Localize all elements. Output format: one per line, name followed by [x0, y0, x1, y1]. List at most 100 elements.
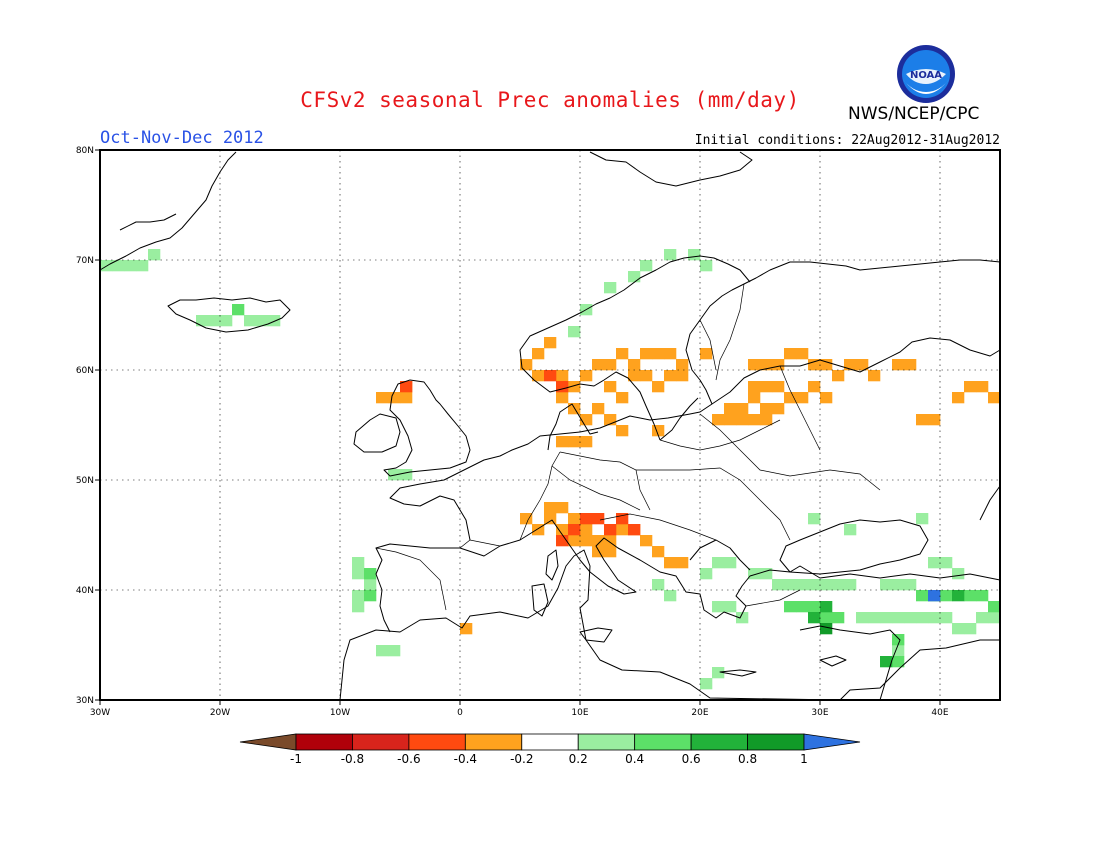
- anomaly-cell: [616, 348, 629, 360]
- anomaly-cell: [544, 337, 557, 349]
- anomaly-cell: [712, 414, 725, 426]
- anomaly-cell: [856, 359, 869, 371]
- anomaly-cell: [664, 557, 677, 569]
- anomaly-cell: [604, 524, 617, 536]
- anomaly-cell: [364, 590, 377, 602]
- colorbar-tick-label: -0.8: [341, 752, 364, 766]
- anomaly-cell: [940, 590, 953, 602]
- anomaly-cell: [676, 359, 689, 371]
- anomaly-cell: [256, 315, 269, 327]
- anomaly-cell: [940, 612, 953, 624]
- anomaly-cell: [580, 535, 593, 547]
- anomaly-cell: [892, 634, 905, 646]
- anomaly-cell: [832, 579, 845, 591]
- anomaly-cell: [904, 359, 917, 371]
- anomaly-cell: [400, 469, 413, 481]
- anomaly-cell: [796, 392, 809, 404]
- lat-tick-label: 80N: [76, 146, 94, 156]
- anomaly-cell: [928, 590, 941, 602]
- anomaly-cell: [616, 392, 629, 404]
- anomaly-cell: [388, 469, 401, 481]
- anomaly-cell: [868, 612, 881, 624]
- anomaly-cell: [784, 392, 797, 404]
- anomaly-cell: [736, 612, 749, 624]
- anomaly-cell: [952, 392, 965, 404]
- anomaly-cell: [916, 612, 929, 624]
- colorbar-legend: -1 -0.8 -0.6 -0.4 -0.2 0.2 0.4 0.6 0.8 1: [239, 733, 861, 766]
- anomaly-cell: [352, 590, 365, 602]
- anomaly-cell: [616, 524, 629, 536]
- colorbar-swatch: [577, 733, 636, 751]
- anomaly-cell: [592, 535, 605, 547]
- anomaly-cell: [892, 612, 905, 624]
- anomaly-cell: [664, 249, 677, 261]
- anomaly-cell: [556, 502, 569, 514]
- anomaly-cells: [100, 249, 1001, 690]
- colorbar-swatch: [690, 733, 748, 751]
- anomaly-cell: [544, 502, 557, 514]
- anomaly-cell: [760, 568, 773, 580]
- anomaly-cell: [892, 579, 905, 591]
- colorbar-lower-triangle: [239, 733, 297, 751]
- anomaly-cell: [580, 513, 593, 525]
- svg-text:NOAA: NOAA: [910, 70, 942, 81]
- colorbar-swatch: [295, 733, 353, 751]
- anomaly-cell: [652, 348, 665, 360]
- anomaly-cell: [580, 436, 593, 448]
- anomaly-cell: [604, 282, 617, 294]
- colorbar-upper-triangle: [803, 733, 861, 751]
- anomaly-cell: [520, 359, 533, 371]
- anomaly-cell: [268, 315, 281, 327]
- anomaly-cell: [376, 392, 389, 404]
- coastlines: [99, 151, 1001, 701]
- anomaly-cell: [748, 359, 761, 371]
- anomaly-cell: [772, 579, 785, 591]
- anomaly-cell: [760, 359, 773, 371]
- initial-conditions-label: Initial conditions: 22Aug2012-31Aug2012: [694, 133, 1000, 148]
- anomaly-cell: [712, 601, 725, 613]
- anomaly-cell: [352, 601, 365, 613]
- anomaly-cell: [676, 557, 689, 569]
- anomaly-cell: [940, 557, 953, 569]
- anomaly-cell: [844, 579, 857, 591]
- anomaly-cell: [784, 601, 797, 613]
- anomaly-cell: [592, 403, 605, 415]
- anomaly-cell: [688, 249, 701, 261]
- anomaly-cell: [892, 645, 905, 657]
- anomaly-cell: [616, 425, 629, 437]
- anomaly-cell: [244, 315, 257, 327]
- grid-lines: [100, 150, 1000, 700]
- anomaly-cell: [664, 590, 677, 602]
- lon-tick-label: 0: [457, 708, 463, 718]
- anomaly-cell: [784, 579, 797, 591]
- anomaly-cell: [808, 579, 821, 591]
- anomaly-cell: [592, 546, 605, 558]
- colorbar-swatch: [521, 733, 579, 751]
- anomaly-cell: [124, 260, 137, 272]
- anomaly-cell: [544, 370, 557, 382]
- anomaly-cell: [604, 359, 617, 371]
- lat-tick-label: 60N: [76, 366, 94, 376]
- anomaly-cell: [808, 359, 821, 371]
- anomaly-cell: [652, 425, 665, 437]
- anomaly-cell: [700, 260, 713, 272]
- anomaly-cell: [808, 612, 821, 624]
- anomaly-cell: [568, 513, 581, 525]
- anomaly-cell: [952, 568, 965, 580]
- anomaly-cell: [928, 612, 941, 624]
- lon-tick-label: 20E: [691, 708, 708, 718]
- anomaly-cell: [784, 348, 797, 360]
- anomaly-cell: [760, 403, 773, 415]
- anomaly-cell: [820, 623, 833, 635]
- anomaly-cell: [904, 612, 917, 624]
- anomaly-cell: [616, 513, 629, 525]
- anomaly-cell: [724, 601, 737, 613]
- anomaly-cell: [964, 590, 977, 602]
- anomaly-cell: [568, 524, 581, 536]
- anomaly-cell: [676, 370, 689, 382]
- lon-tick-label: 10W: [330, 708, 350, 718]
- anomaly-cell: [988, 612, 1001, 624]
- anomaly-cell: [712, 557, 725, 569]
- anomaly-cell: [904, 579, 917, 591]
